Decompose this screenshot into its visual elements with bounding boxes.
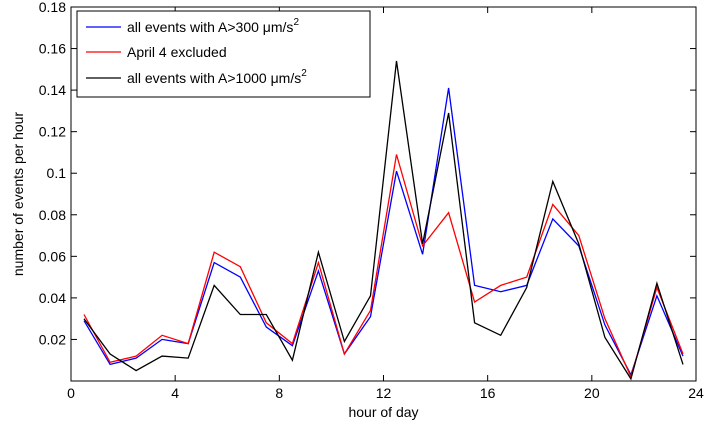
series-line-2 (83, 154, 684, 379)
series-lines (83, 60, 684, 381)
series-line-3 (83, 60, 684, 381)
legend-entry-1: all events with A>300 μm/s2 (127, 17, 299, 35)
x-tick-label: 24 (688, 385, 704, 401)
y-tick-label: 0.14 (39, 82, 66, 98)
y-tick-label: 0.12 (39, 124, 66, 140)
y-tick-label: 0.1 (47, 165, 67, 181)
axis-ticks (70, 6, 697, 381)
y-tick-label: 0.04 (39, 290, 66, 306)
y-tick-label: 0.16 (39, 41, 66, 57)
legend-label: all events with A>300 μm/s (127, 19, 293, 35)
legend-box (76, 10, 371, 98)
x-tick-label: 0 (67, 385, 75, 401)
legend-label: April 4 excluded (127, 44, 227, 60)
y-tick-label: 0.18 (39, 0, 66, 15)
y-tick-label: 0.08 (39, 207, 66, 223)
legend-superscript: 2 (301, 68, 307, 79)
legend-entry-3: all events with A>1000 μm/s2 (127, 68, 307, 86)
x-tick-label: 20 (584, 385, 600, 401)
y-axis-label: number of events per hour (10, 112, 26, 277)
x-tick-label: 16 (480, 385, 496, 401)
x-tick-label: 4 (171, 385, 179, 401)
legend-entry-2: April 4 excluded (127, 44, 227, 60)
legend-superscript: 2 (293, 17, 299, 28)
x-axis-label: hour of day (348, 404, 418, 420)
x-tick-label: 12 (376, 385, 392, 401)
legend-label: all events with A>1000 μm/s (127, 70, 301, 86)
y-tick-label: 0.02 (39, 331, 66, 347)
x-tick-label: 8 (275, 385, 283, 401)
y-tick-label: 0.06 (39, 248, 66, 264)
axis-tick-labels: 0 4 8 12 16 20 24 0.02 0.04 0.06 0.08 0.1 0.12 0.14 0.… (39, 0, 704, 401)
